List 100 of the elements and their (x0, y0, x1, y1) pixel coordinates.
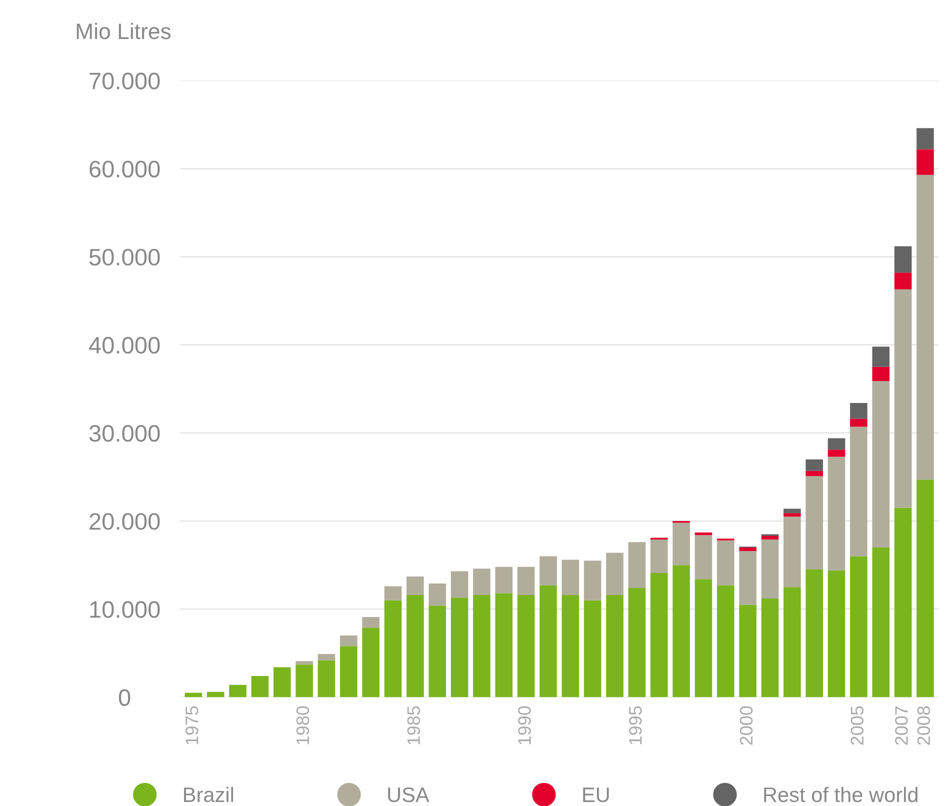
bar (916, 128, 934, 150)
bar (473, 595, 490, 698)
bar (916, 174, 934, 480)
bar (694, 535, 712, 580)
bar (384, 600, 402, 698)
bar (406, 595, 424, 698)
y-tick-label: 40.000 (89, 336, 160, 354)
bar (206, 692, 224, 698)
bar (450, 571, 468, 598)
bar (540, 585, 557, 698)
bar (761, 536, 779, 540)
bar (806, 476, 823, 570)
bar (650, 540, 668, 573)
legend-label: Rest of the world (764, 786, 918, 802)
bar (806, 569, 823, 698)
bar (784, 516, 801, 588)
bar (606, 552, 624, 596)
bar (318, 654, 336, 660)
y-tick-label: 10.000 (90, 601, 160, 618)
bar (628, 542, 646, 588)
bar (894, 508, 912, 698)
bar (761, 540, 779, 599)
bar (540, 556, 557, 586)
bar (784, 508, 801, 514)
bar (495, 566, 513, 594)
bar (340, 646, 358, 698)
bar (450, 598, 468, 698)
bar (296, 664, 313, 698)
x-tick-label: 2000 (740, 706, 753, 745)
bar (739, 604, 756, 698)
bar (273, 667, 291, 698)
bar (473, 568, 490, 596)
bar (650, 572, 668, 698)
bar (362, 617, 380, 628)
bar (761, 598, 779, 698)
x-tick-label: 2008 (917, 706, 930, 745)
bar (384, 586, 402, 600)
bar (606, 595, 624, 698)
bar (872, 366, 890, 381)
bar (806, 470, 823, 476)
bar (872, 380, 890, 548)
bar (584, 560, 602, 600)
bar (872, 547, 890, 698)
x-tick-label: 1985 (407, 706, 420, 744)
bar (739, 550, 756, 605)
legend-label: Brazil (184, 786, 234, 802)
bar (850, 426, 868, 556)
y-tick-label: 70.000 (90, 72, 160, 90)
bar (562, 560, 580, 596)
bar (916, 480, 934, 698)
bar (850, 418, 868, 427)
bar (916, 149, 934, 175)
bar (296, 661, 313, 665)
legend-label: USA (388, 787, 430, 802)
bar (340, 636, 358, 646)
bar (318, 660, 336, 698)
bar (672, 522, 690, 566)
bar (517, 595, 535, 698)
bar (894, 272, 912, 290)
bar (784, 513, 801, 517)
bar (428, 606, 446, 698)
bar (828, 438, 846, 450)
bar (716, 585, 734, 698)
bar (716, 540, 734, 586)
bar (694, 532, 712, 536)
bar (229, 684, 246, 698)
legend-label: EU (583, 788, 609, 802)
bar (784, 587, 801, 698)
bar (828, 570, 846, 698)
y-tick-label: 0 (118, 689, 130, 706)
y-axis-title: Mio Litres (76, 22, 171, 40)
bar (628, 588, 646, 698)
x-tick-label: 1990 (518, 706, 531, 744)
bar (562, 595, 580, 698)
x-tick-label: 1995 (628, 706, 642, 744)
bar (251, 676, 269, 698)
x-tick-label: 1980 (296, 706, 310, 744)
y-tick-label: 50.000 (89, 248, 160, 266)
bar (584, 600, 602, 698)
bar (739, 547, 756, 551)
bar (828, 450, 846, 457)
bar (894, 289, 912, 508)
y-tick-label: 60.000 (90, 160, 160, 178)
bar (850, 556, 868, 698)
bar (872, 346, 890, 367)
y-tick-label: 20.000 (90, 513, 160, 530)
bar (694, 579, 712, 698)
bar (850, 402, 868, 419)
bar (894, 246, 912, 273)
bar (672, 565, 690, 698)
bar (495, 593, 513, 698)
x-tick-label: 2007 (895, 706, 908, 745)
bar (517, 566, 535, 596)
y-tick-label: 30.000 (89, 425, 160, 442)
x-tick-label: 1975 (185, 706, 198, 744)
bar (362, 628, 380, 698)
bar (828, 456, 846, 570)
bar (406, 576, 424, 596)
x-tick-label: 2005 (850, 706, 864, 745)
bar (806, 459, 823, 471)
